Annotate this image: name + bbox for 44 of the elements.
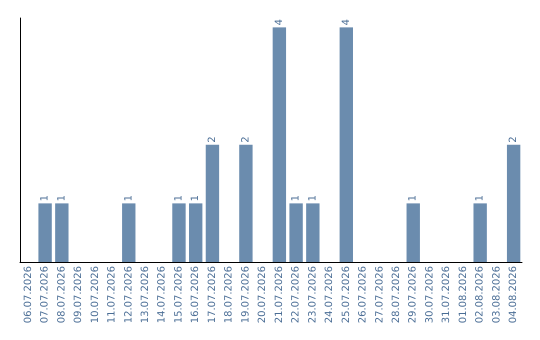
data-label: 1 bbox=[307, 194, 318, 202]
data-label: 1 bbox=[290, 194, 302, 202]
x-tick-label: 14.07.2026 bbox=[156, 266, 168, 324]
x-tick-label: 08.07.2026 bbox=[56, 266, 68, 324]
data-label: 1 bbox=[190, 194, 202, 202]
x-tick-label: 28.07.2026 bbox=[391, 266, 402, 324]
x-tick-label: 12.07.2026 bbox=[123, 266, 134, 324]
x-tick-label: 10.07.2026 bbox=[90, 266, 101, 324]
x-tick-label: 17.07.2026 bbox=[206, 266, 218, 324]
data-label: 4 bbox=[340, 19, 352, 26]
x-tick-label: 18.07.2026 bbox=[224, 266, 235, 324]
x-tick-label: 16.07.2026 bbox=[190, 266, 202, 324]
x-tick-label: 29.07.2026 bbox=[408, 266, 419, 324]
x-tick-label: 07.07.2026 bbox=[40, 266, 51, 324]
x-tick-label: 30.07.2026 bbox=[424, 266, 436, 324]
x-tick-label: 02.08.2026 bbox=[474, 266, 486, 324]
x-tick-label: 20.07.2026 bbox=[257, 266, 268, 324]
x-tick-label: 04.08.2026 bbox=[508, 266, 520, 324]
x-tick-label: 24.07.2026 bbox=[324, 266, 336, 324]
x-tick-label: 01.08.2026 bbox=[458, 266, 469, 324]
data-label: 1 bbox=[474, 194, 486, 202]
x-tick-label: 15.07.2026 bbox=[173, 266, 184, 324]
data-label: 2 bbox=[240, 136, 252, 143]
x-tick-label: 27.07.2026 bbox=[374, 266, 386, 324]
x-tick-label: 25.07.2026 bbox=[340, 266, 352, 324]
x-tick-label: 31.07.2026 bbox=[441, 266, 452, 324]
data-label: 4 bbox=[274, 19, 285, 26]
x-tick-label: 19.07.2026 bbox=[240, 266, 252, 324]
x-tick-label: 09.07.2026 bbox=[73, 266, 84, 324]
x-tick-label: 22.07.2026 bbox=[290, 266, 302, 324]
x-tick-label: 03.08.2026 bbox=[491, 266, 502, 324]
data-label: 1 bbox=[408, 194, 419, 202]
x-tick-label: 06.07.2026 bbox=[22, 266, 34, 324]
x-tick-label: 23.07.2026 bbox=[307, 266, 318, 324]
data-label: 1 bbox=[56, 194, 68, 202]
x-tick-label: 13.07.2026 bbox=[140, 266, 151, 324]
x-tick-label: 26.07.2026 bbox=[358, 266, 369, 324]
data-label: 1 bbox=[123, 194, 134, 202]
data-label: 2 bbox=[206, 136, 218, 143]
data-label: 1 bbox=[40, 194, 51, 202]
x-tick-label: 11.07.2026 bbox=[106, 266, 118, 324]
x-tick-label: 21.07.2026 bbox=[274, 266, 285, 324]
data-label: 2 bbox=[508, 136, 520, 143]
data-label: 1 bbox=[173, 194, 184, 202]
